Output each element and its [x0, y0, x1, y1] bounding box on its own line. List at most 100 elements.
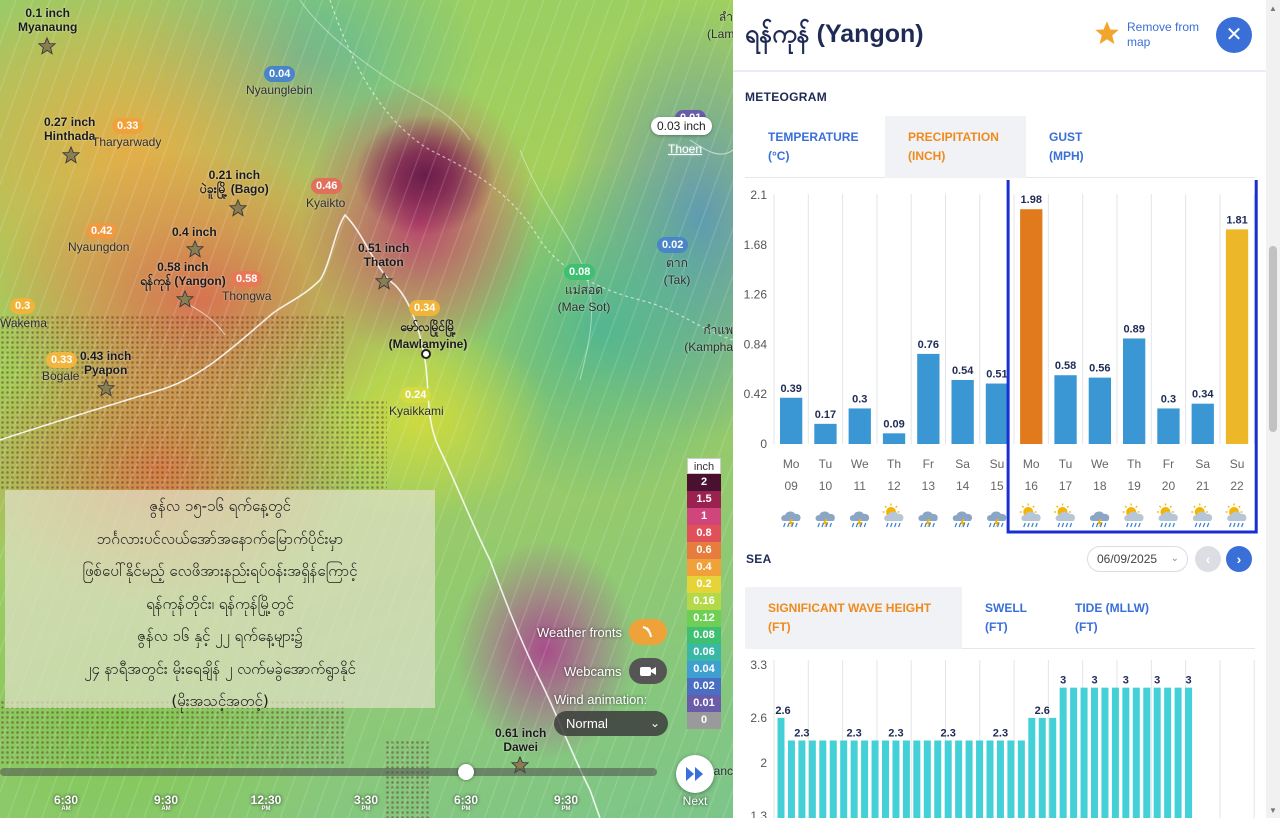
- tab-precipitation[interactable]: PRECIPITATION (INCH): [885, 116, 1026, 178]
- wave-bar: [1164, 687, 1172, 818]
- place-label: မော်လမြိုင်မြို့ (Mawlamyine): [388, 320, 468, 351]
- tab-swell[interactable]: SWELL (FT): [962, 587, 1052, 649]
- camera-icon: [640, 667, 656, 676]
- city-star-icon[interactable]: [374, 271, 394, 290]
- bar-value-label: 0.3: [852, 393, 867, 405]
- y-tick-label: 3.3: [750, 658, 767, 672]
- sun-ray: [895, 505, 898, 508]
- cloud-shape: [987, 511, 1007, 521]
- city-star-icon[interactable]: [37, 36, 57, 55]
- date-label: 22: [1230, 479, 1244, 493]
- city-star-icon[interactable]: [96, 378, 116, 397]
- thunder-rain-icon: [849, 511, 870, 528]
- thunder-rain-icon: [1089, 511, 1110, 528]
- rain-drop: [1134, 522, 1137, 528]
- y-tick-label: 0.84: [744, 337, 768, 351]
- lightning-bolt: [993, 519, 1000, 528]
- weather-fronts-toggle[interactable]: [629, 619, 667, 645]
- lightning-bolt: [788, 519, 795, 528]
- legend-row: 0.06: [687, 644, 721, 661]
- sun-ray: [1169, 505, 1172, 508]
- tab-tide[interactable]: TIDE (MLLW) (FT): [1052, 587, 1182, 649]
- rain-drop: [825, 522, 829, 528]
- city-star-icon[interactable]: [185, 239, 205, 258]
- date-label: 12: [887, 479, 901, 493]
- favorite-star-icon[interactable]: [1094, 20, 1120, 46]
- timeline-tick: 9:30 AM: [146, 794, 186, 813]
- panel-scrollbar[interactable]: ▲ ▼: [1266, 0, 1280, 818]
- date-label: 13: [922, 479, 936, 493]
- bar-value-label: 0.39: [780, 383, 801, 395]
- weather-map[interactable]: 0.1 inch Myanaung 0.27 inch Hinthada 0.21 …: [0, 0, 733, 818]
- place-label: Wakema: [0, 316, 47, 330]
- wave-bar: [1174, 687, 1182, 818]
- bar-value-label: 0.76: [918, 339, 939, 351]
- legend-row: 2: [687, 474, 721, 491]
- wave-bar: [1122, 687, 1130, 818]
- wave-bar: [850, 740, 858, 818]
- day-label: Th: [887, 457, 901, 471]
- city-star-icon[interactable]: [228, 198, 248, 217]
- precip-value-pill: 0.42: [86, 223, 118, 239]
- scroll-down-icon[interactable]: ▼: [1269, 806, 1277, 815]
- bar-value-label: 0.34: [1192, 389, 1214, 401]
- wave-height-chart: 3.3 2.6 2 1.3 2.6 2.3 2.3 2.3 2.3 2.3 2.6 3 3 3 3 3: [750, 658, 1255, 818]
- city-name: ပဲခူးမြို့ (Bago): [200, 182, 269, 196]
- place-label: Nyaunglebin: [246, 83, 313, 97]
- thunder-rain-icon: [952, 511, 973, 528]
- sun-cloud-rain-icon: [1122, 503, 1144, 528]
- legend-row: 0.08: [687, 627, 721, 644]
- wave-bar: [1080, 687, 1088, 818]
- close-button[interactable]: ✕: [1216, 17, 1252, 53]
- bar-value-label: 3: [1091, 675, 1097, 687]
- tab-gust[interactable]: GUST (MPH): [1026, 116, 1146, 178]
- place-label: Kyaikkami: [389, 404, 444, 418]
- bar-value-label: 2.6: [1035, 705, 1050, 717]
- tab-temperature[interactable]: TEMPERATURE (°C): [745, 116, 885, 178]
- webcams-toggle[interactable]: [629, 658, 667, 684]
- legend-row: 1: [687, 508, 721, 525]
- tab-wave-height[interactable]: SIGNIFICANT WAVE HEIGHT (FT): [745, 587, 962, 649]
- sun-ray: [1193, 505, 1196, 508]
- cloud-shape: [1089, 511, 1110, 521]
- alert-line: ရန်ကုန်တိုင်း၊ ရန်ကုန်မြို့တွင်: [146, 594, 294, 613]
- cloud-shape: [849, 511, 870, 521]
- place-label: Tharyarwady: [92, 135, 162, 149]
- timeline[interactable]: 6:30 AM 9:30 AM 12:30 PM 3:30 PM 6:30 PM 9:30 PM: [0, 764, 733, 818]
- rain-drop: [817, 522, 821, 528]
- wind-animation-select[interactable]: Normal ⌄: [554, 711, 668, 736]
- timeline-tick: 6:30 AM: [46, 794, 86, 813]
- sun-ray: [1158, 505, 1162, 508]
- city-star-icon[interactable]: [175, 289, 195, 308]
- remove-from-map-link[interactable]: Remove from map: [1127, 20, 1200, 49]
- alert-line: ဘင်္ဂလားပင်လယ်အော်အနောက်မြောက်ပိုင်းမှာ: [96, 529, 344, 548]
- wave-bar: [1049, 717, 1057, 818]
- rain-drop: [954, 522, 958, 528]
- alert-line: (မိုးအသင့်အတင့်): [171, 692, 269, 710]
- scroll-up-icon[interactable]: ▲: [1269, 4, 1277, 13]
- legend-row: 0.8: [687, 525, 721, 542]
- city-star-icon[interactable]: [61, 145, 81, 164]
- next-button[interactable]: [676, 755, 714, 793]
- day-label: Su: [990, 457, 1005, 471]
- legend-row: 0.16: [687, 593, 721, 610]
- tab-unit: (FT): [768, 620, 791, 634]
- city-value: 0.21 inch: [208, 168, 261, 182]
- scrollbar-thumb[interactable]: [1269, 246, 1277, 432]
- wave-bar: [892, 740, 900, 818]
- precipitation-chart: 2.1 1.68 1.26 0.84 0.42 0 0.39 Mo 09 0.17 Tu 10 0.3 W…: [744, 180, 1258, 534]
- city-label-hinthada: 0.27 inch Hinthada: [44, 115, 95, 143]
- timeline-thumb[interactable]: [458, 764, 475, 780]
- rain-drop: [920, 522, 923, 528]
- date-select[interactable]: 06/09/2025 ⌄: [1087, 546, 1188, 572]
- day-label: We: [851, 457, 869, 471]
- prev-date-button[interactable]: ‹: [1195, 546, 1221, 572]
- bar-value-label: 2.3: [888, 728, 903, 740]
- wave-bar: [1101, 687, 1109, 818]
- rain-drop: [783, 522, 786, 528]
- next-date-button[interactable]: ›: [1226, 546, 1252, 572]
- timeline-track[interactable]: [0, 764, 657, 780]
- wave-bar: [1091, 687, 1098, 818]
- rain-drop: [1057, 522, 1061, 528]
- city-label-bago: 0.21 inch ပဲခူးမြို့ (Bago): [200, 168, 269, 196]
